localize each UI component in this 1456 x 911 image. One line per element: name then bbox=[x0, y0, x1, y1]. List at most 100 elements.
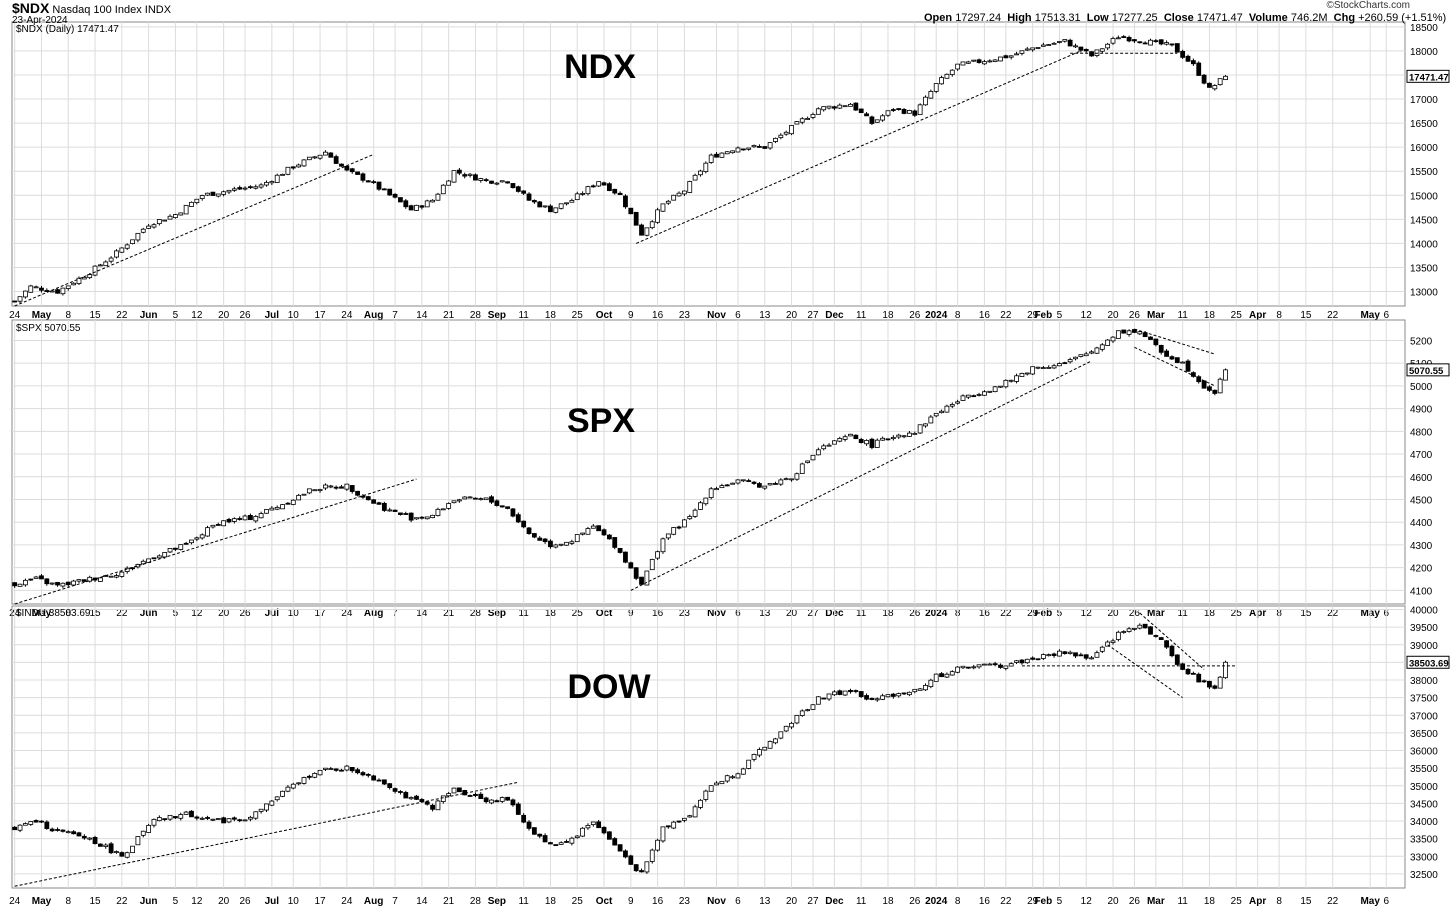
candle bbox=[280, 504, 285, 510]
candle-body bbox=[242, 515, 248, 521]
x-tick-label: 11 bbox=[1177, 896, 1188, 907]
candle bbox=[355, 767, 360, 775]
candle-body bbox=[1057, 41, 1062, 43]
candle-body bbox=[414, 517, 419, 520]
candle-body bbox=[312, 156, 318, 159]
candle bbox=[392, 509, 398, 512]
candle-body bbox=[205, 817, 210, 819]
candle bbox=[826, 105, 832, 110]
candle bbox=[1057, 41, 1062, 44]
candle-body bbox=[965, 394, 971, 398]
candle-body bbox=[178, 212, 184, 216]
trendline bbox=[1107, 644, 1183, 699]
candle-body bbox=[1174, 357, 1180, 363]
candle bbox=[114, 249, 119, 259]
candle-body bbox=[735, 147, 741, 153]
candle bbox=[1024, 658, 1030, 664]
candle-body bbox=[874, 698, 880, 701]
x-tick-label: 2024 bbox=[925, 310, 948, 321]
candle-body bbox=[907, 691, 912, 696]
candle bbox=[912, 431, 918, 435]
candle bbox=[135, 563, 141, 569]
candle bbox=[274, 796, 280, 802]
candle bbox=[1223, 660, 1228, 679]
candle-body bbox=[1024, 372, 1030, 375]
candle-body bbox=[467, 173, 473, 176]
candle-body bbox=[1067, 651, 1073, 654]
volume-value: 746.2M bbox=[1290, 12, 1328, 24]
candle bbox=[408, 204, 414, 211]
candle-body bbox=[987, 60, 993, 63]
candle-body bbox=[301, 159, 307, 167]
candle bbox=[12, 300, 18, 303]
candle bbox=[826, 693, 832, 701]
candle-body bbox=[108, 575, 114, 578]
candle-body bbox=[923, 684, 928, 691]
candle-body bbox=[1003, 665, 1009, 669]
candle-body bbox=[585, 186, 591, 195]
candle-body bbox=[210, 818, 216, 821]
candle bbox=[848, 103, 853, 107]
candle-body bbox=[392, 193, 398, 198]
candle bbox=[1212, 84, 1218, 91]
candle-body bbox=[1073, 356, 1078, 360]
candle-body bbox=[237, 518, 243, 520]
candle-body bbox=[451, 170, 457, 183]
candle bbox=[815, 696, 821, 705]
candle-body bbox=[33, 820, 39, 823]
candle-body bbox=[408, 512, 414, 521]
candle-body bbox=[987, 390, 993, 393]
candle bbox=[548, 841, 553, 845]
candle bbox=[92, 265, 98, 277]
last-value-label: 38503.69 bbox=[1409, 658, 1449, 669]
candle bbox=[1110, 638, 1116, 645]
candle-body bbox=[574, 835, 580, 839]
candle bbox=[221, 816, 227, 824]
candle-body bbox=[864, 695, 869, 700]
x-tick-label: 8 bbox=[65, 310, 71, 321]
candle bbox=[821, 443, 827, 451]
candle-body bbox=[60, 582, 66, 587]
candle-body bbox=[1201, 380, 1207, 389]
x-tick-label: 15 bbox=[89, 310, 101, 321]
candle-body bbox=[628, 855, 634, 865]
candle bbox=[858, 691, 864, 698]
candle-body bbox=[735, 773, 741, 779]
candle-body bbox=[1121, 631, 1127, 633]
candle bbox=[971, 59, 977, 62]
y-tick-label: 4800 bbox=[1410, 427, 1433, 438]
candle-body bbox=[98, 264, 103, 267]
candle-body bbox=[505, 181, 510, 184]
y-tick-label: 4300 bbox=[1410, 541, 1433, 552]
candle bbox=[451, 170, 457, 183]
y-tick-label: 36500 bbox=[1410, 729, 1438, 740]
candle-body bbox=[837, 438, 843, 442]
candle bbox=[483, 497, 489, 501]
candle bbox=[1190, 58, 1196, 66]
candle-body bbox=[264, 509, 269, 514]
candle-body bbox=[1185, 360, 1191, 372]
y-tick-label: 36000 bbox=[1410, 747, 1438, 758]
x-tick-label: Oct bbox=[596, 896, 613, 907]
y-tick-label: 18000 bbox=[1410, 47, 1438, 58]
candle bbox=[462, 172, 468, 179]
candle bbox=[730, 150, 736, 154]
candle-body bbox=[1126, 628, 1132, 632]
x-tick-label: Mar bbox=[1147, 310, 1165, 321]
open-value: 17297.24 bbox=[955, 12, 1002, 24]
candle-body bbox=[135, 836, 141, 846]
candle bbox=[1078, 354, 1084, 358]
candle bbox=[703, 161, 709, 174]
candle-body bbox=[939, 77, 944, 85]
candle bbox=[606, 534, 612, 540]
candle-body bbox=[114, 575, 119, 578]
x-tick-label: 24 bbox=[9, 896, 21, 907]
candle-body bbox=[746, 480, 752, 482]
x-tick-label: 5 bbox=[1057, 310, 1063, 321]
candle bbox=[264, 509, 269, 514]
candle-body bbox=[430, 199, 435, 203]
candle-body bbox=[590, 185, 596, 188]
candle-body bbox=[1110, 640, 1116, 643]
candle-body bbox=[178, 544, 184, 550]
candle bbox=[1190, 371, 1196, 378]
